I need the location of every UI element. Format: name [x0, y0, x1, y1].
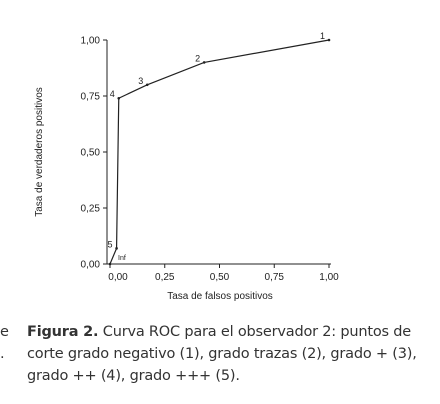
caption-line: corte grado negativo (1), grado trazas (…: [27, 346, 417, 362]
point: [117, 96, 121, 100]
point: [115, 247, 118, 250]
y-tick-label: 0,75: [81, 92, 101, 103]
point-label: 3: [138, 76, 143, 86]
y-tick-label: 0,50: [81, 148, 101, 159]
caption-label: Figura 2.: [27, 324, 99, 340]
x-tick-label: 1,00: [319, 272, 339, 283]
x-tick-label: 0,25: [155, 272, 175, 283]
point-label: 4: [110, 89, 115, 99]
y-tick-label: 0,25: [81, 204, 101, 215]
x-axis-label: Tasa de falsos positivos: [167, 291, 273, 302]
point-label: 5: [108, 239, 113, 249]
point-label: 1: [320, 31, 325, 41]
y-tick-label: 1,00: [81, 36, 101, 47]
y-axis-label: Tasa de verdaderos positivos: [34, 87, 45, 217]
caption-text: Curva ROC para el observador 2: puntos d…: [102, 324, 412, 340]
x-tick-label: 0,50: [210, 272, 230, 283]
caption-line: grado ++ (4), grado +++ (5).: [27, 368, 240, 384]
point-label: Inf: [118, 255, 126, 262]
point: [145, 83, 149, 87]
point: [202, 61, 206, 64]
chart: Tasa de falsos positivos Tasa de verdade…: [34, 31, 339, 302]
x-tick-label: 0,75: [265, 272, 285, 283]
point: [327, 38, 331, 42]
caption-line: Figura 2. Curva ROC para el observador 2…: [27, 324, 411, 340]
margin-fragment: e: [0, 324, 9, 340]
x-tick-label: 0,00: [108, 272, 128, 283]
y-tick-label: 0,00: [81, 260, 101, 271]
point: [108, 262, 112, 266]
margin-fragment: .: [0, 346, 5, 362]
point-label: 2: [195, 53, 200, 63]
roc-curve: [109, 39, 330, 265]
